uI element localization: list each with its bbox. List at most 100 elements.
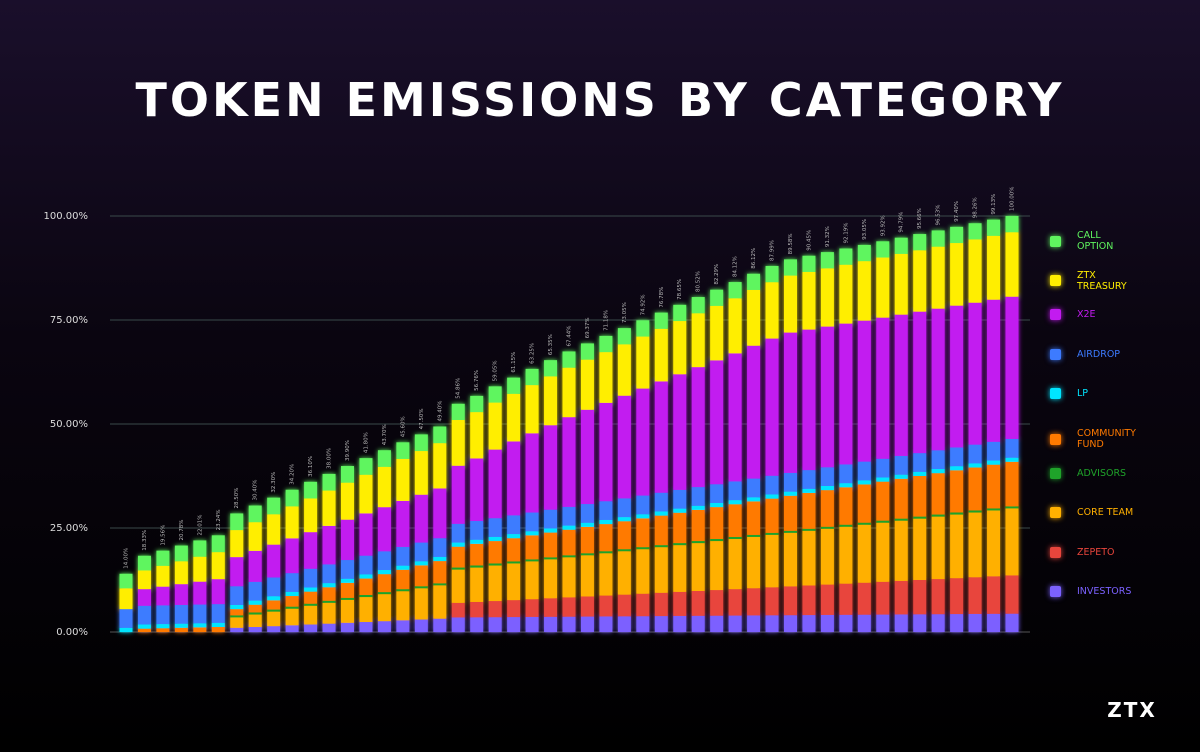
- bar-segment: [285, 573, 299, 592]
- bar-segment: [839, 248, 853, 265]
- bar-segment: [304, 568, 318, 588]
- bar-segment: [784, 259, 797, 276]
- bar-segment: [562, 616, 576, 632]
- bar-segment: [987, 613, 1001, 632]
- bar-segment: [691, 543, 705, 591]
- bar-segment: [359, 594, 373, 598]
- bar-segment: [950, 447, 964, 467]
- total-label: 41.80%: [363, 432, 369, 453]
- bar-segment: [137, 624, 151, 629]
- bar-segment: [913, 471, 927, 476]
- bar-segment: [211, 579, 225, 605]
- total-label: 67.44%: [567, 325, 573, 346]
- legend-swatch: [1050, 467, 1061, 479]
- bar-segment: [580, 526, 594, 554]
- bar-segment: [931, 450, 945, 470]
- bar-segment: [654, 592, 668, 617]
- bar-segment: [359, 513, 373, 556]
- bar-segment: [544, 532, 558, 558]
- bar-segment: [341, 482, 354, 520]
- bar-segment: [802, 255, 816, 272]
- bar-segment: [636, 336, 650, 389]
- bar-segment: [377, 570, 391, 575]
- bar-segment: [580, 409, 594, 505]
- bar-segment: [691, 367, 705, 488]
- bar-segment: [285, 506, 299, 539]
- bar-segment: [119, 588, 133, 610]
- bar-segment: [968, 467, 982, 511]
- total-label: 92.19%: [843, 223, 849, 244]
- bar-segment: [968, 613, 982, 632]
- bar-segment: [894, 478, 908, 519]
- bar-segment: [691, 615, 705, 632]
- legend-item: CALL OPTION: [1050, 230, 1139, 252]
- bar-segment: [488, 518, 502, 537]
- bar-segment: [931, 614, 945, 632]
- bar-segment: [968, 512, 982, 578]
- bar-segment: [968, 444, 982, 464]
- bar-segment: [673, 304, 687, 322]
- bar-segment: [691, 487, 705, 506]
- legend-swatch: [1050, 388, 1061, 400]
- bar-segment: [525, 559, 539, 562]
- bar-segment: [396, 442, 410, 459]
- bar-segment: [248, 614, 262, 628]
- bar-segment: [507, 393, 521, 442]
- total-label: 18.33%: [142, 530, 148, 551]
- bar-segment: [599, 553, 613, 596]
- bar-segment: [451, 617, 465, 632]
- bar-segment: [1005, 613, 1019, 632]
- bar-segment: [950, 226, 964, 244]
- bar-segment: [728, 589, 742, 616]
- bar-segment: [894, 237, 908, 254]
- bar-segment: [544, 616, 558, 632]
- bar-segment: [654, 381, 668, 493]
- bar-segment: [913, 518, 927, 580]
- bar-segment: [987, 576, 1001, 614]
- bar-segment: [230, 627, 244, 632]
- bar-segment: [599, 402, 613, 502]
- bar-segment: [710, 541, 724, 591]
- bar-segment: [857, 582, 871, 615]
- bar-segment: [544, 425, 558, 510]
- bar-segment: [894, 474, 908, 479]
- bar-segment: [784, 472, 797, 492]
- bar-segment: [304, 605, 318, 625]
- bar-segment: [248, 604, 262, 613]
- bar-segment: [377, 551, 391, 571]
- bar-segment: [451, 602, 465, 618]
- bar-segment: [470, 395, 484, 413]
- y-tick-label: 50.00%: [50, 419, 88, 430]
- legend-item: X2E: [1050, 309, 1139, 321]
- bar-segment: [728, 539, 742, 590]
- bar-segment: [968, 302, 982, 445]
- bar-segment: [599, 501, 613, 520]
- bar-segment: [691, 505, 705, 510]
- total-labels: 14.00% 18.33% 19.56% 20.78% 22.01% 23.24% 28.5…: [124, 187, 1016, 569]
- bar-segment: [747, 345, 761, 479]
- bar-segment: [636, 514, 650, 519]
- bar-segment: [507, 377, 521, 394]
- bar-segment: [451, 403, 465, 421]
- bar-segment: [987, 510, 1001, 577]
- bar-segment: [470, 412, 484, 459]
- bar-segment: [599, 616, 613, 632]
- bar-segment: [968, 239, 982, 303]
- bar-segment: [765, 498, 779, 533]
- bar-segment: [765, 494, 779, 499]
- bar-segment: [784, 615, 797, 632]
- bar-segment: [285, 538, 299, 574]
- bar-segment: [433, 488, 447, 539]
- bar-segment: [396, 500, 410, 547]
- bar-segment: [673, 508, 687, 513]
- bar-segment: [211, 535, 225, 553]
- bar-segment: [137, 628, 151, 632]
- bar-segment: [525, 616, 539, 632]
- bar-segment: [562, 557, 576, 598]
- bar-segment: [1005, 216, 1019, 233]
- bar-segment: [931, 516, 945, 580]
- bar-segment: [488, 601, 502, 618]
- bar-segment: [876, 257, 890, 318]
- bar-segment: [544, 376, 558, 426]
- total-label: 90.45%: [806, 230, 812, 251]
